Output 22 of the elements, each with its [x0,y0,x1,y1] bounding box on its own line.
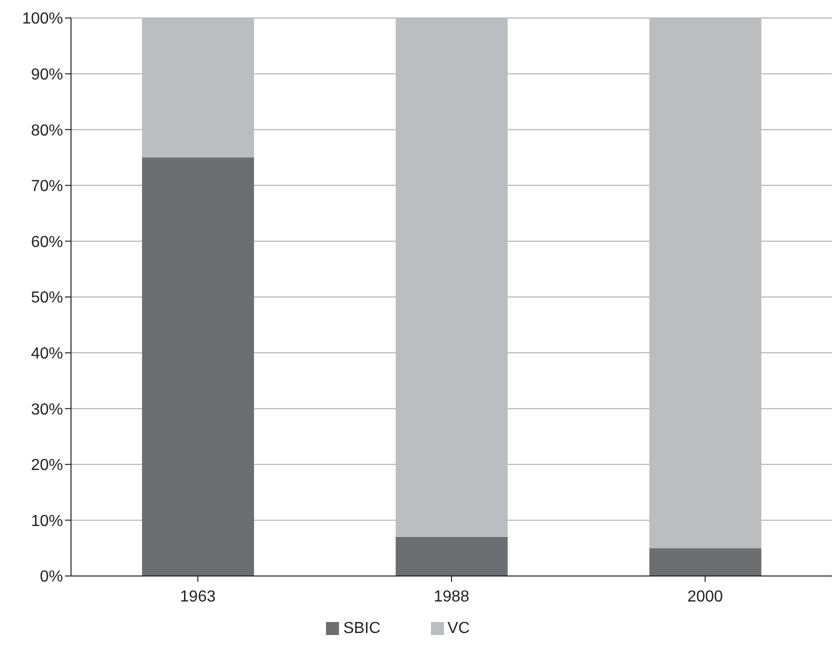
y-tick-label: 50% [30,290,63,307]
y-tick-label: 30% [30,401,63,418]
bar [142,158,254,576]
y-tick-label: 20% [30,457,63,474]
y-tick-label: 60% [30,234,63,251]
bar [142,18,254,158]
y-tick-label: 70% [30,178,63,196]
bar [649,548,762,576]
bar [396,18,508,537]
y-tick-label: 100% [22,10,63,28]
y-tick-label: 80% [30,122,63,140]
y-tick-label: 40% [30,345,63,362]
x-tick-label: 1963 [180,588,216,606]
y-tick-label: 90% [30,66,63,84]
legend-label: VC [448,620,470,637]
y-tick-label: 0% [40,568,63,586]
y-tick-label: 10% [30,512,63,530]
bar [649,18,762,548]
x-tick-label: 2000 [687,588,724,606]
bar [396,536,508,576]
legend-label: SBIC [343,620,381,637]
x-tick-label: 1988 [434,588,470,606]
